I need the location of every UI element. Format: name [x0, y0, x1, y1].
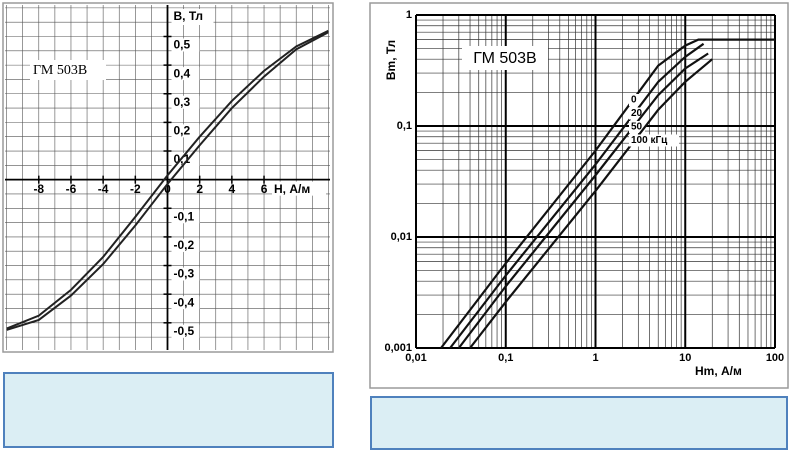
- x-tick-label: 1: [592, 352, 598, 364]
- x-tick-label: 0,1: [498, 352, 513, 364]
- label-bg: [272, 181, 326, 196]
- x-tick-label: 100: [766, 352, 784, 364]
- chart-title: ГМ 503В: [473, 50, 536, 67]
- label-bg: [171, 38, 200, 52]
- label-bg: [629, 134, 679, 147]
- label-bg: [171, 267, 200, 281]
- label-bg: [171, 210, 200, 224]
- series-label: 20: [631, 108, 643, 119]
- x-tick-label: 0,01: [405, 352, 426, 364]
- title-bg: [30, 60, 106, 80]
- hysteresis-chart: -8-6-4-202460,50,40,30,20,1-0,1-0,2-0,3-…: [5, 5, 330, 350]
- series-label: 0: [631, 95, 637, 106]
- y-tick-label: -0,3: [174, 267, 195, 281]
- x-tick-label: -2: [130, 182, 141, 196]
- y-tick-label: -0,5: [174, 324, 195, 338]
- caption-box: [3, 372, 334, 448]
- y-tick-label: 0,001: [384, 342, 412, 354]
- label-bg: [171, 95, 200, 109]
- y-tick-label: -0,4: [174, 295, 195, 309]
- y-tick-label: -0,2: [174, 238, 195, 252]
- x-tick-label: 2: [196, 182, 203, 196]
- x-tick-label: -4: [98, 182, 109, 196]
- y-tick-label: 0,1: [397, 120, 412, 132]
- y-axis-label: Bm, Тл: [384, 40, 398, 80]
- curve: [469, 58, 713, 349]
- label-bg: [171, 324, 200, 338]
- label-bg: [171, 67, 200, 81]
- chart-title: ГМ 503В: [33, 63, 87, 78]
- y-tick-label: 0,4: [174, 66, 191, 80]
- caption-box: [370, 396, 788, 450]
- x-axis-label: Hm, А/м: [695, 364, 742, 378]
- label-bg: [629, 121, 645, 133]
- label-bg: [171, 9, 214, 25]
- series-label: 50: [631, 122, 643, 133]
- y-tick-label: -0,1: [174, 209, 195, 223]
- y-tick-label: 0,2: [174, 124, 191, 138]
- y-tick-label: 0,3: [174, 95, 191, 109]
- x-tick-label: -8: [33, 182, 44, 196]
- label-bg: [171, 296, 200, 310]
- curve: [457, 52, 709, 349]
- curve: [6, 31, 329, 331]
- y-tick-label: 0,01: [391, 231, 412, 243]
- y-axis-label: B, Тл: [174, 9, 204, 23]
- x-tick-label: 10: [679, 352, 691, 364]
- label-bg: [171, 124, 200, 138]
- label-bg: [171, 238, 200, 252]
- x-tick-label: -6: [66, 182, 77, 196]
- title-bg: [462, 46, 548, 70]
- curve: [449, 42, 705, 349]
- y-tick-label: 0,5: [174, 38, 191, 52]
- y-tick-label: 1: [406, 9, 412, 21]
- curve: [6, 29, 329, 330]
- x-tick-label: 4: [229, 182, 236, 196]
- curve: [440, 38, 775, 349]
- x-axis-label: H, А/м: [274, 182, 310, 196]
- series-label: 100 кГц: [631, 135, 668, 146]
- x-tick-label: 6: [261, 182, 268, 196]
